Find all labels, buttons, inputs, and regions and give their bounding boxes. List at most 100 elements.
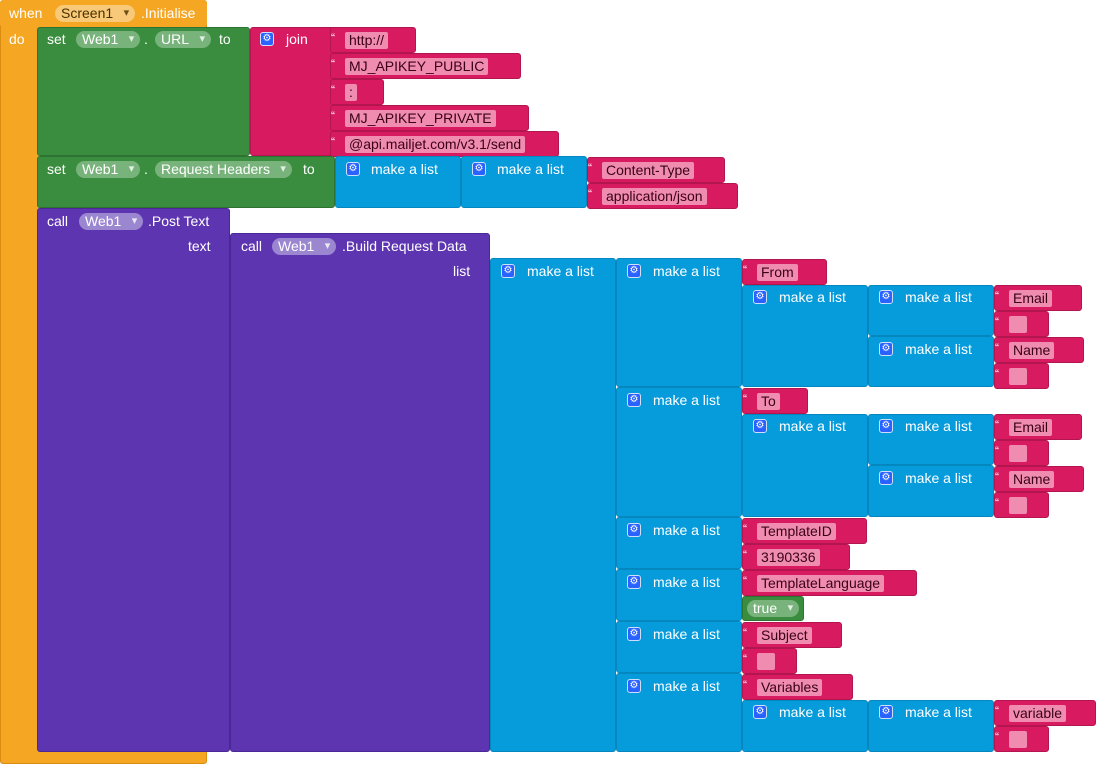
make-list-label: make a list <box>527 263 594 279</box>
text-block[interactable]: “To <box>742 388 808 414</box>
text-block[interactable]: “ <box>994 492 1049 518</box>
component-dropdown[interactable]: Web1 <box>76 31 141 48</box>
property-dropdown[interactable]: URL <box>155 31 212 48</box>
text-block[interactable]: “Email <box>994 414 1082 440</box>
property-dropdown[interactable]: Request Headers <box>155 161 292 178</box>
text-block[interactable]: “3190336 <box>742 544 850 570</box>
text-value[interactable]: @api.mailjet.com/v3.1/send <box>345 136 526 153</box>
text-value[interactable]: From <box>757 264 798 281</box>
gear-icon[interactable]: ⚙ <box>501 264 515 278</box>
gear-icon[interactable]: ⚙ <box>627 393 641 407</box>
text-block[interactable]: “ <box>994 363 1049 389</box>
gear-icon[interactable]: ⚙ <box>627 679 641 693</box>
make-list-block[interactable] <box>616 387 742 517</box>
boolean-dropdown[interactable]: true <box>747 600 800 617</box>
text-value[interactable]: 3190336 <box>757 549 820 566</box>
component-dropdown[interactable]: Web1 <box>79 213 144 230</box>
gear-icon[interactable]: ⚙ <box>879 419 893 433</box>
text-value[interactable] <box>1009 731 1027 748</box>
gear-icon[interactable]: ⚙ <box>753 419 767 433</box>
text-value[interactable]: application/json <box>602 188 707 205</box>
gear-icon[interactable]: ⚙ <box>753 705 767 719</box>
text-value[interactable]: Name <box>1009 471 1055 488</box>
text-value[interactable] <box>1009 368 1027 385</box>
make-list-block[interactable] <box>616 258 742 387</box>
component-dropdown[interactable]: Web1 <box>76 161 141 178</box>
text-value[interactable]: : <box>345 84 357 101</box>
text-block[interactable]: “MJ_APIKEY_PUBLIC <box>330 53 521 79</box>
text-block[interactable]: “: <box>330 79 384 105</box>
screen-dropdown[interactable]: Screen1 <box>55 5 136 22</box>
gear-icon[interactable]: ⚙ <box>879 290 893 304</box>
text-value[interactable]: Subject <box>757 627 812 644</box>
text-value[interactable] <box>1009 497 1027 514</box>
text-block[interactable]: “ <box>742 648 797 674</box>
text-value[interactable]: Email <box>1009 419 1053 436</box>
text-value[interactable]: Name <box>1009 342 1055 359</box>
text-block[interactable]: “Email <box>994 285 1082 311</box>
text-value[interactable]: To <box>757 393 780 410</box>
text-value[interactable]: Email <box>1009 290 1053 307</box>
text-value[interactable] <box>1009 445 1027 462</box>
text-param-label: text <box>188 238 211 254</box>
text-block[interactable]: “variable <box>994 700 1096 726</box>
make-list-label: make a list <box>779 418 846 434</box>
set-label: set <box>47 161 66 177</box>
text-value[interactable] <box>1009 316 1027 333</box>
text-block[interactable]: “http:// <box>330 27 416 53</box>
build-request-block[interactable] <box>230 233 490 752</box>
text-block[interactable]: “MJ_APIKEY_PRIVATE <box>330 105 529 131</box>
to-label: to <box>219 31 231 47</box>
text-value[interactable]: http:// <box>345 32 389 49</box>
text-block[interactable]: “application/json <box>587 183 738 209</box>
component-dropdown[interactable]: Web1 <box>272 238 337 255</box>
post-text-block[interactable] <box>37 208 230 752</box>
method-label: .Build Request Data <box>342 238 467 254</box>
text-block[interactable]: “ <box>994 726 1049 752</box>
make-list-block[interactable] <box>490 258 616 752</box>
gear-icon[interactable]: ⚙ <box>627 523 641 537</box>
text-value[interactable]: MJ_APIKEY_PUBLIC <box>345 58 489 75</box>
make-list-label: make a list <box>779 289 846 305</box>
text-block[interactable]: “From <box>742 259 827 285</box>
gear-icon[interactable]: ⚙ <box>260 32 274 46</box>
text-value[interactable]: Content-Type <box>602 162 695 179</box>
gear-icon[interactable]: ⚙ <box>627 575 641 589</box>
set-url-block[interactable] <box>37 27 250 156</box>
text-block[interactable]: “Name <box>994 337 1084 363</box>
text-block[interactable]: “Name <box>994 466 1084 492</box>
text-value[interactable]: TemplateID <box>757 523 836 540</box>
gear-icon[interactable]: ⚙ <box>472 162 486 176</box>
text-value[interactable]: variable <box>1009 705 1067 722</box>
gear-icon[interactable]: ⚙ <box>346 162 360 176</box>
gear-icon[interactable]: ⚙ <box>879 342 893 356</box>
text-value[interactable]: TemplateLanguage <box>757 575 885 592</box>
text-block[interactable]: “@api.mailjet.com/v3.1/send <box>330 131 559 157</box>
text-value[interactable]: Variables <box>757 679 823 696</box>
gear-icon[interactable]: ⚙ <box>879 471 893 485</box>
make-list-block[interactable] <box>868 414 994 465</box>
gear-icon[interactable]: ⚙ <box>879 705 893 719</box>
make-list-label: make a list <box>779 704 846 720</box>
text-value[interactable] <box>757 653 775 670</box>
gear-icon[interactable]: ⚙ <box>627 264 641 278</box>
gear-icon[interactable]: ⚙ <box>627 627 641 641</box>
text-block[interactable]: “TemplateLanguage <box>742 570 917 596</box>
text-block[interactable]: “ <box>994 440 1049 466</box>
make-list-label: make a list <box>653 522 720 538</box>
make-list-label: make a list <box>905 470 972 486</box>
make-list-label: make a list <box>653 678 720 694</box>
gear-icon[interactable]: ⚙ <box>753 290 767 304</box>
make-list-label: make a list <box>653 263 720 279</box>
text-block[interactable]: “Subject <box>742 622 842 648</box>
text-value[interactable]: MJ_APIKEY_PRIVATE <box>345 110 496 127</box>
make-list-label: make a list <box>905 418 972 434</box>
text-block[interactable]: “Content-Type <box>587 157 725 183</box>
make-list-label: make a list <box>653 626 720 642</box>
text-block[interactable]: “TemplateID <box>742 518 867 544</box>
make-list-label: make a list <box>653 392 720 408</box>
join-block[interactable] <box>250 27 335 156</box>
text-block[interactable]: “Variables <box>742 674 853 700</box>
text-block[interactable]: “ <box>994 311 1049 337</box>
method-label: .Post Text <box>148 213 210 229</box>
